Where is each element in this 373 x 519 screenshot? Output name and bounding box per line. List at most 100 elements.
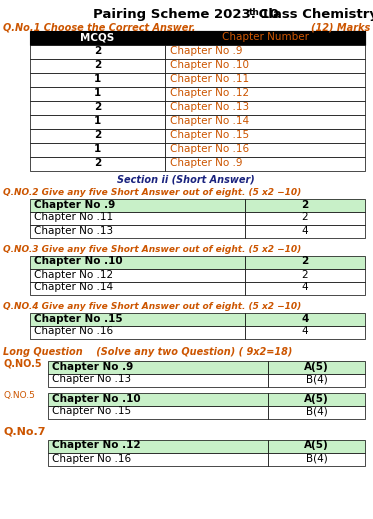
Text: 2: 2 bbox=[302, 212, 308, 223]
Bar bbox=[245, 256, 365, 269]
Text: Chapter No .12: Chapter No .12 bbox=[52, 441, 141, 450]
Text: th: th bbox=[249, 8, 260, 17]
Text: Q.NO.5: Q.NO.5 bbox=[3, 391, 35, 400]
Bar bbox=[268, 453, 365, 466]
Text: Chapter No .9: Chapter No .9 bbox=[170, 158, 242, 168]
Bar bbox=[245, 212, 365, 225]
Bar bbox=[165, 45, 365, 59]
Bar bbox=[245, 326, 365, 339]
Text: Chapter No .10: Chapter No .10 bbox=[52, 393, 141, 403]
Text: 2: 2 bbox=[301, 199, 308, 210]
Text: 1: 1 bbox=[94, 144, 101, 154]
Text: Chapter No .11: Chapter No .11 bbox=[34, 212, 113, 223]
Text: Chapter No .10: Chapter No .10 bbox=[34, 256, 123, 266]
Bar bbox=[30, 269, 245, 282]
Text: 2: 2 bbox=[302, 269, 308, 280]
Text: Q.No.7: Q.No.7 bbox=[3, 427, 46, 437]
Text: Chapter No .10: Chapter No .10 bbox=[170, 60, 249, 70]
Bar bbox=[48, 374, 268, 387]
Bar bbox=[165, 115, 365, 129]
Text: Chapter No .16: Chapter No .16 bbox=[52, 454, 131, 463]
Text: 2: 2 bbox=[94, 60, 101, 70]
Bar bbox=[30, 199, 245, 212]
Text: Chapter No .13: Chapter No .13 bbox=[170, 102, 249, 112]
Text: (12) Marks: (12) Marks bbox=[311, 22, 370, 32]
Text: Chapter No .9: Chapter No .9 bbox=[170, 46, 242, 56]
Text: 4: 4 bbox=[302, 225, 308, 236]
Text: B(4): B(4) bbox=[305, 375, 327, 385]
Text: B(4): B(4) bbox=[305, 454, 327, 463]
Bar bbox=[268, 393, 365, 406]
Text: Long Question    (Solve any two Question) ( 9x2=18): Long Question (Solve any two Question) (… bbox=[3, 347, 292, 357]
Text: 4: 4 bbox=[302, 282, 308, 293]
Bar bbox=[268, 440, 365, 453]
Bar bbox=[245, 199, 365, 212]
Text: Chapter No .15: Chapter No .15 bbox=[170, 130, 249, 140]
Text: Q.NO.3 Give any five Short Answer out of eight. (5 x2 −10): Q.NO.3 Give any five Short Answer out of… bbox=[3, 245, 301, 254]
Text: 2: 2 bbox=[301, 256, 308, 266]
Bar bbox=[30, 115, 165, 129]
Bar bbox=[165, 129, 365, 143]
Text: Chapter No .13: Chapter No .13 bbox=[52, 375, 131, 385]
Bar bbox=[165, 157, 365, 171]
Text: Chapter No .16: Chapter No .16 bbox=[34, 326, 113, 336]
Bar bbox=[30, 45, 165, 59]
Bar bbox=[30, 101, 165, 115]
Text: 4: 4 bbox=[302, 326, 308, 336]
Text: Chapter No .16: Chapter No .16 bbox=[170, 144, 249, 154]
Bar bbox=[165, 73, 365, 87]
Text: Chapter No .9: Chapter No .9 bbox=[34, 199, 115, 210]
Text: Chapter No .14: Chapter No .14 bbox=[34, 282, 113, 293]
Text: Chapter No .12: Chapter No .12 bbox=[170, 88, 249, 98]
Text: Chapter No .9: Chapter No .9 bbox=[52, 362, 133, 372]
Text: A(5): A(5) bbox=[304, 393, 329, 403]
Bar bbox=[30, 157, 165, 171]
Bar bbox=[30, 313, 245, 326]
Text: Section ii (Short Answer): Section ii (Short Answer) bbox=[117, 175, 255, 185]
Text: Class Chemistry: Class Chemistry bbox=[254, 8, 373, 21]
Bar bbox=[30, 225, 245, 238]
Bar bbox=[30, 129, 165, 143]
Bar bbox=[165, 143, 365, 157]
Bar bbox=[268, 374, 365, 387]
Text: 2: 2 bbox=[94, 130, 101, 140]
Text: Chapter Number: Chapter Number bbox=[222, 32, 308, 42]
Text: 1: 1 bbox=[94, 116, 101, 126]
Bar bbox=[48, 440, 268, 453]
Bar bbox=[30, 31, 365, 45]
Bar bbox=[268, 406, 365, 419]
Bar bbox=[268, 361, 365, 374]
Bar bbox=[30, 59, 165, 73]
Text: A(5): A(5) bbox=[304, 362, 329, 372]
Bar bbox=[245, 282, 365, 295]
Text: Pairing Scheme 2023. 10: Pairing Scheme 2023. 10 bbox=[93, 8, 279, 21]
Text: Chapter No .13: Chapter No .13 bbox=[34, 225, 113, 236]
Bar bbox=[48, 453, 268, 466]
Text: Q.No.1 Choose the Correct Answer.: Q.No.1 Choose the Correct Answer. bbox=[3, 22, 195, 32]
Text: Chapter No .12: Chapter No .12 bbox=[34, 269, 113, 280]
Bar bbox=[30, 73, 165, 87]
Text: 1: 1 bbox=[94, 74, 101, 84]
Text: Q.NO.2 Give any five Short Answer out of eight. (5 x2 −10): Q.NO.2 Give any five Short Answer out of… bbox=[3, 188, 301, 197]
Bar bbox=[30, 256, 245, 269]
Text: A(5): A(5) bbox=[304, 441, 329, 450]
Bar bbox=[48, 406, 268, 419]
Text: MCQS: MCQS bbox=[80, 32, 115, 42]
Text: Chapter No .11: Chapter No .11 bbox=[170, 74, 249, 84]
Text: Chapter No .15: Chapter No .15 bbox=[34, 313, 123, 323]
Bar bbox=[30, 87, 165, 101]
Bar bbox=[165, 101, 365, 115]
Bar bbox=[30, 282, 245, 295]
Text: Q.NO.5: Q.NO.5 bbox=[3, 359, 42, 369]
Text: Chapter No .14: Chapter No .14 bbox=[170, 116, 249, 126]
Bar bbox=[30, 212, 245, 225]
Bar bbox=[165, 31, 365, 45]
Text: B(4): B(4) bbox=[305, 406, 327, 417]
Bar bbox=[48, 361, 268, 374]
Text: 1: 1 bbox=[94, 88, 101, 98]
Bar bbox=[245, 225, 365, 238]
Bar bbox=[30, 326, 245, 339]
Bar bbox=[245, 269, 365, 282]
Bar bbox=[245, 313, 365, 326]
Bar bbox=[165, 87, 365, 101]
